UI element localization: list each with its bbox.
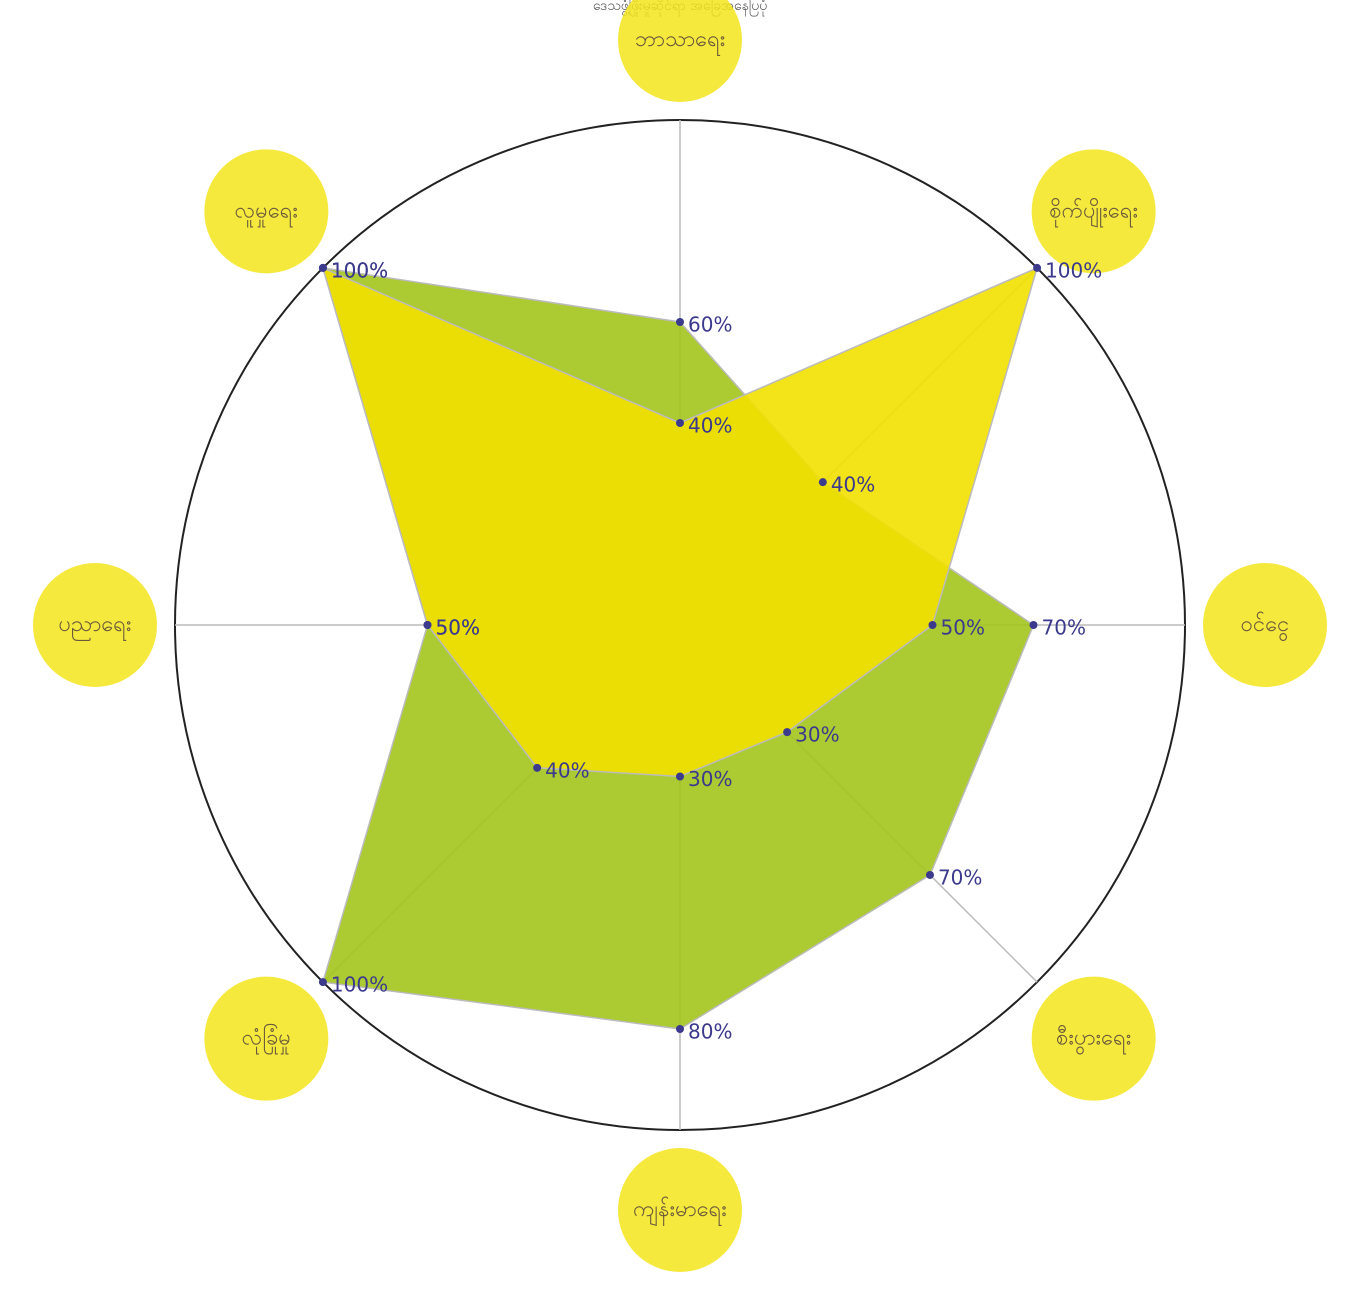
label-bubble bbox=[1203, 563, 1327, 687]
data-point bbox=[318, 978, 327, 987]
value-label: 100% bbox=[331, 258, 388, 282]
value-label: 70% bbox=[938, 865, 982, 889]
category-label: ပညာရေး bbox=[58, 612, 131, 641]
data-point bbox=[925, 870, 934, 879]
label-bubble bbox=[204, 149, 329, 274]
data-point bbox=[318, 263, 327, 272]
value-label: 50% bbox=[436, 616, 480, 640]
category-label: လူမှုရေး bbox=[235, 198, 298, 227]
data-point bbox=[676, 772, 684, 781]
value-label: 100% bbox=[1045, 258, 1102, 282]
label-bubble bbox=[204, 976, 329, 1101]
label-bubble bbox=[1031, 976, 1156, 1101]
value-label: 70% bbox=[1042, 616, 1086, 640]
value-label: 60% bbox=[688, 313, 732, 337]
category-label: စီးပွားရေး bbox=[1056, 1025, 1131, 1056]
category-label: စိုက်ပျိုးရေး bbox=[1049, 197, 1138, 228]
data-point bbox=[818, 478, 827, 487]
category-label: လုံခြုံမှု bbox=[242, 1024, 291, 1055]
value-label: 80% bbox=[688, 1020, 732, 1044]
label-bubble bbox=[618, 1148, 742, 1272]
value-label: 30% bbox=[688, 767, 732, 791]
data-point bbox=[783, 728, 792, 737]
value-label: 30% bbox=[795, 723, 839, 747]
data-point bbox=[1033, 263, 1042, 272]
value-label: 40% bbox=[831, 473, 875, 497]
value-label: 100% bbox=[331, 258, 388, 282]
value-label: 50% bbox=[941, 616, 985, 640]
data-point bbox=[676, 318, 684, 326]
data-point bbox=[928, 621, 937, 629]
value-label: 40% bbox=[688, 414, 732, 438]
data-point bbox=[1029, 621, 1038, 629]
label-bubble bbox=[33, 563, 157, 687]
label-bubble bbox=[618, 0, 742, 102]
category-label: ကျန်းမာရေး bbox=[633, 1196, 727, 1226]
data-point bbox=[423, 621, 432, 629]
label-bubble bbox=[1031, 149, 1156, 274]
category-label: ဝင်ငွေ bbox=[1241, 611, 1290, 642]
data-point bbox=[676, 1025, 684, 1033]
category-label: ဘာသာရေး bbox=[635, 27, 726, 56]
data-point bbox=[533, 763, 542, 772]
value-label: 50% bbox=[436, 616, 480, 640]
value-label: 100% bbox=[331, 973, 388, 997]
data-point bbox=[676, 419, 684, 427]
value-label: 40% bbox=[545, 758, 589, 782]
